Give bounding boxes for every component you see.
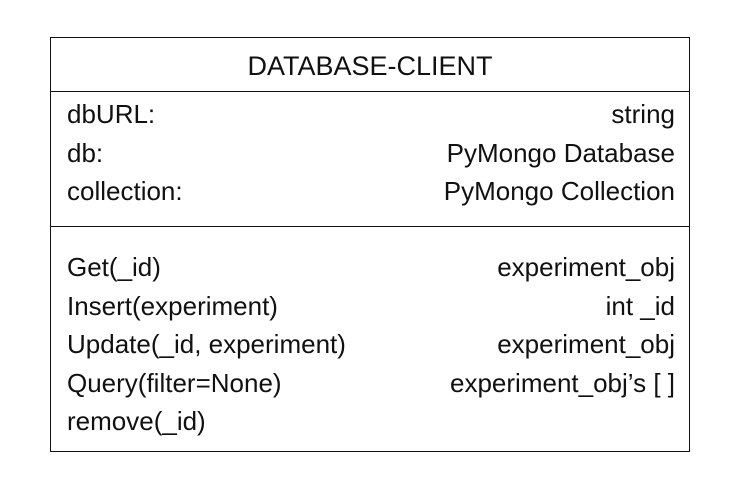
attribute-name: dbURL: [67, 95, 155, 134]
attribute-row: db: PyMongo Database [67, 134, 675, 173]
method-row: Query(filter=None) experiment_obj’s [ ] [67, 364, 675, 403]
method-return-type: experiment_obj [497, 248, 675, 287]
method-name: Query(filter=None) [67, 364, 282, 403]
method-row: remove(_id) [67, 402, 675, 441]
method-return-type: experiment_obj [497, 325, 675, 364]
attribute-row: collection: PyMongo Collection [67, 172, 675, 211]
attributes-section: dbURL: string db: PyMongo Database colle… [67, 95, 675, 211]
method-name: Update(_id, experiment) [67, 325, 346, 364]
attribute-type: PyMongo Database [447, 134, 675, 173]
uml-class-box: DATABASE-CLIENT dbURL: string db: PyMong… [50, 37, 690, 452]
method-name: Insert(experiment) [67, 287, 278, 326]
method-row: Insert(experiment) int _id [67, 287, 675, 326]
method-name: remove(_id) [67, 402, 206, 441]
section-divider [51, 226, 689, 227]
method-name: Get(_id) [67, 248, 161, 287]
attribute-name: db: [67, 134, 103, 173]
attribute-name: collection: [67, 172, 183, 211]
method-row: Update(_id, experiment) experiment_obj [67, 325, 675, 364]
method-return-type: experiment_obj’s [ ] [450, 364, 675, 403]
class-name: DATABASE-CLIENT [51, 38, 689, 92]
attribute-type: string [611, 95, 675, 134]
attribute-type: PyMongo Collection [444, 172, 675, 211]
method-row: Get(_id) experiment_obj [67, 248, 675, 287]
method-return-type: int _id [606, 287, 675, 326]
methods-section: Get(_id) experiment_obj Insert(experimen… [67, 248, 675, 441]
attribute-row: dbURL: string [67, 95, 675, 134]
